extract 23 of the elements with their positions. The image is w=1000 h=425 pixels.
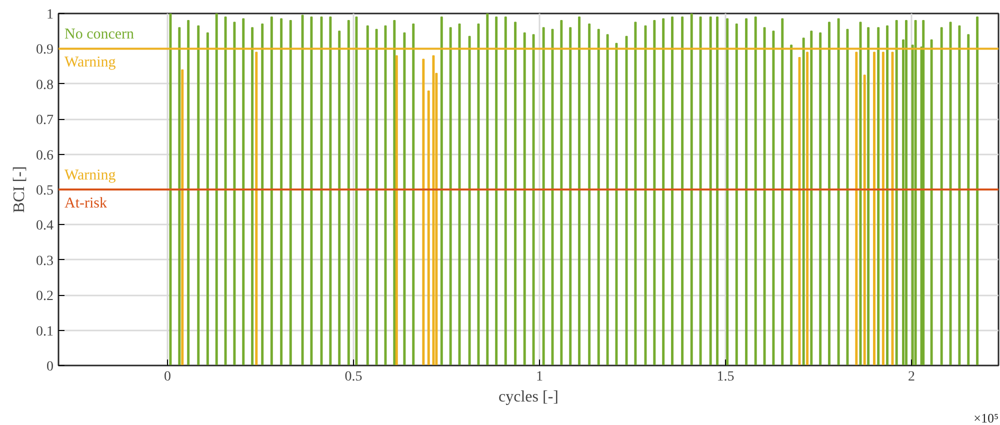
x-tick-label: 0 xyxy=(164,370,171,384)
y-tick-label: 0.1 xyxy=(36,324,54,340)
y-tick-label: 0 xyxy=(46,360,54,374)
x-axis-title: cycles [-] xyxy=(498,388,558,406)
y-tick-label: 0.7 xyxy=(36,113,54,128)
annotation: Warning xyxy=(64,168,116,184)
x-tick-label: 1 xyxy=(536,370,543,384)
y-tick-label: 0.4 xyxy=(36,218,54,234)
annotation: No concern xyxy=(64,26,135,43)
y-tick-label: 0.5 xyxy=(36,184,54,198)
y-tick-label: 0.2 xyxy=(36,289,54,304)
x-tick-label: 2 xyxy=(908,370,915,384)
x-tick-label: 1.5 xyxy=(716,370,734,384)
x-tick-label: 0.5 xyxy=(344,370,362,384)
annotation: Warning xyxy=(64,54,116,71)
annotation: At-risk xyxy=(64,196,108,212)
y-tick-label: 0.9 xyxy=(36,42,54,58)
y-tick-label: 0.8 xyxy=(36,78,54,93)
y-tick-label: 0.6 xyxy=(36,148,54,164)
y-tick-label: 0.3 xyxy=(36,254,54,269)
text: ×10⁵ xyxy=(974,410,999,425)
y-tick-label: 1 xyxy=(46,8,54,22)
y-axis-title: BCI [-] xyxy=(11,166,28,213)
